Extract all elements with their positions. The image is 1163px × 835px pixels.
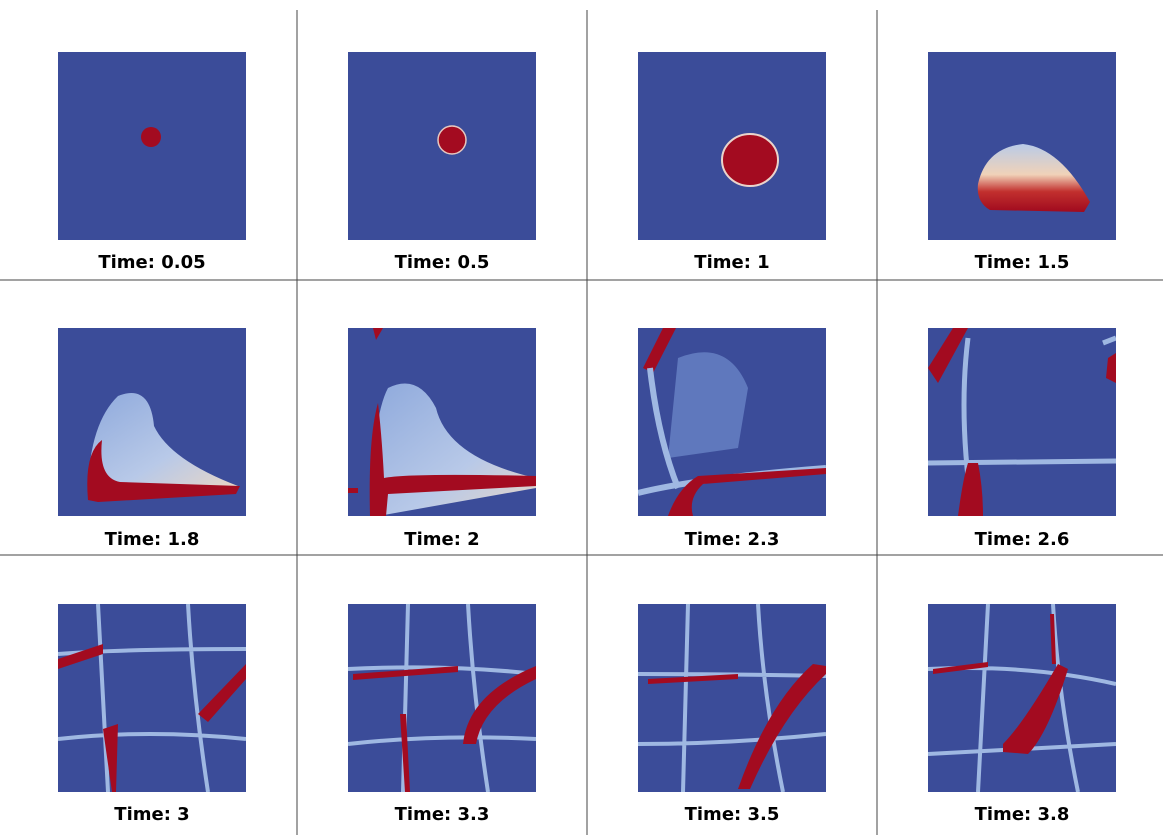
time-label: Time: 0.05 bbox=[98, 252, 205, 273]
time-label: Time: 3 bbox=[114, 804, 189, 825]
feature bbox=[438, 126, 466, 154]
simulation-field bbox=[348, 604, 536, 792]
time-label: Time: 1 bbox=[694, 252, 769, 273]
time-label: Time: 2 bbox=[404, 529, 479, 550]
simulation-panel bbox=[348, 52, 536, 240]
feature bbox=[722, 134, 778, 186]
page: Time: 0.05 Time: 0.5 Time: 1 Time: 1.5 Time:… bbox=[0, 0, 1163, 835]
time-label: Time: 0.5 bbox=[395, 252, 490, 273]
field-features bbox=[438, 126, 466, 154]
simulation-panel bbox=[348, 328, 536, 516]
simulation-panel bbox=[638, 604, 826, 792]
simulation-panel bbox=[58, 328, 246, 516]
simulation-panel bbox=[58, 604, 246, 792]
time-label: Time: 3.3 bbox=[395, 804, 490, 825]
field-features bbox=[141, 127, 161, 147]
figure: Time: 0.05 Time: 0.5 Time: 1 Time: 1.5 Time:… bbox=[0, 0, 1163, 835]
time-label: Time: 2.3 bbox=[685, 529, 780, 550]
time-label: Time: 1.5 bbox=[975, 252, 1070, 273]
simulation-panel bbox=[58, 52, 246, 240]
simulation-panel bbox=[638, 52, 826, 240]
feature bbox=[141, 127, 161, 147]
simulation-field bbox=[928, 328, 1116, 516]
feature bbox=[668, 352, 748, 458]
simulation-panel bbox=[928, 52, 1116, 240]
feature bbox=[348, 488, 358, 493]
time-label: Time: 3.8 bbox=[975, 804, 1070, 825]
simulation-panel bbox=[928, 328, 1116, 516]
time-label: Time: 3.5 bbox=[685, 804, 780, 825]
time-label: Time: 2.6 bbox=[975, 529, 1070, 550]
field-features bbox=[722, 134, 778, 186]
time-label: Time: 1.8 bbox=[105, 529, 200, 550]
simulation-panel bbox=[928, 604, 1116, 792]
simulation-panel bbox=[638, 328, 826, 516]
simulation-panel bbox=[348, 604, 536, 792]
simulation-field bbox=[928, 604, 1116, 792]
